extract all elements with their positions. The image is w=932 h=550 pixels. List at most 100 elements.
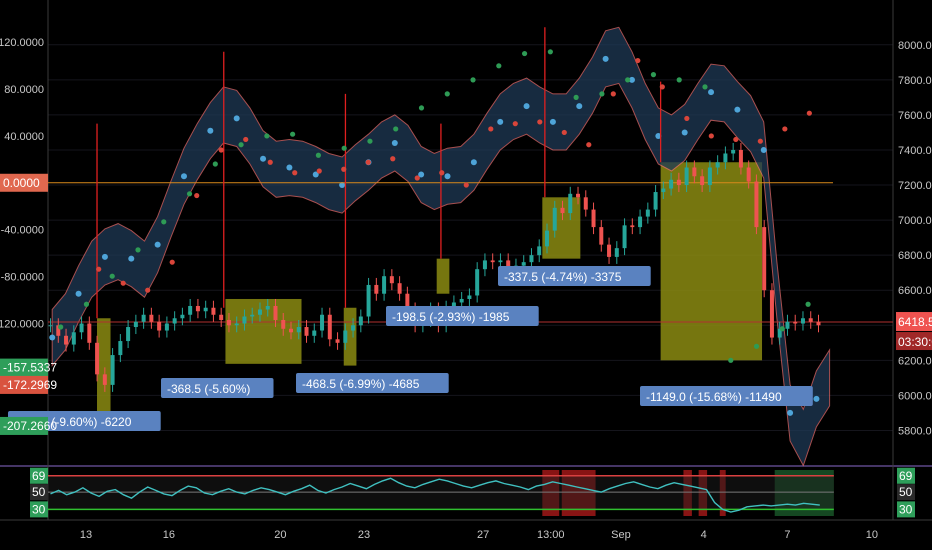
band-center-dot: [708, 89, 715, 96]
candle-body: [676, 179, 681, 186]
left-value-badge-text: -172.2969: [3, 378, 57, 392]
candle-body: [793, 321, 798, 324]
right-tick-label: 7400.0: [898, 145, 932, 157]
left-tick-label: 80.0000: [4, 84, 44, 96]
x-tick-label: 10: [866, 529, 878, 541]
candle-body: [769, 290, 774, 338]
band-center-dot: [154, 241, 161, 248]
candle-body: [692, 167, 697, 177]
psar-dot-green: [393, 126, 399, 132]
psar-dot-green: [599, 91, 605, 97]
band-center-dot: [681, 129, 688, 136]
candle-body: [110, 355, 115, 385]
psar-dot-green: [186, 191, 193, 197]
candle-body: [731, 149, 736, 154]
band-center-dot: [260, 155, 267, 162]
psar-dot-green: [521, 50, 528, 57]
candle-body: [289, 328, 294, 333]
candle-body: [723, 153, 728, 163]
right-tick-label: 6000.0: [898, 390, 932, 402]
band-center-dot: [391, 139, 398, 146]
band-center-dot: [549, 118, 556, 125]
candle-body: [79, 323, 84, 333]
candle-body: [188, 305, 193, 315]
osc-level-text-left: 30: [32, 502, 46, 516]
candle-body: [219, 314, 224, 321]
x-tick-label: Sep: [611, 529, 631, 541]
band-center-dot: [470, 159, 477, 166]
candle-body: [312, 330, 317, 336]
candle-body: [126, 327, 131, 342]
trade-label-bg: [498, 266, 651, 286]
candle-body: [622, 225, 627, 249]
right-tick-label: 7600.0: [898, 110, 932, 122]
band-center-dot: [523, 103, 530, 110]
psar-dot-red: [684, 115, 690, 122]
band-center-dot: [49, 334, 56, 341]
candle-body: [521, 262, 526, 266]
right-tick-label: 6200.0: [898, 355, 932, 367]
candle-body: [475, 269, 480, 296]
osc-level-text-right: 30: [899, 502, 913, 516]
candle-body: [669, 179, 674, 189]
psar-dot-green: [728, 357, 734, 363]
trade-label-bg: [640, 386, 813, 406]
candle-body: [645, 209, 650, 217]
price-badge-text: 6418.5: [898, 315, 932, 329]
candle-body: [64, 335, 69, 345]
psar-dot-red: [659, 84, 665, 90]
candle-body: [583, 197, 588, 210]
psar-dot-green: [58, 324, 64, 330]
osc-level-badge-right: [897, 484, 915, 501]
psar-dot-green: [238, 142, 244, 148]
candle-body: [785, 321, 790, 329]
psar-dot-red: [218, 147, 224, 153]
psar-dot-red: [439, 170, 445, 176]
candle-body: [607, 244, 612, 257]
candle-body: [552, 207, 557, 231]
candle-body: [87, 323, 92, 343]
psar-dot-green: [161, 219, 167, 225]
psar-dot-green: [444, 91, 450, 97]
psar-dot-green: [573, 94, 579, 100]
trade-box-4: [436, 258, 450, 294]
candle-body: [544, 230, 549, 247]
psar-dot-red: [708, 133, 714, 139]
psar-dot-red: [512, 121, 518, 127]
candle-body: [296, 327, 301, 333]
band-center-dot: [497, 118, 504, 125]
x-tick-label: 7: [784, 529, 790, 541]
candle-body: [343, 330, 348, 343]
trade-label-bg: [296, 373, 449, 393]
band-center-dot: [813, 395, 820, 402]
left-tick-label: 120.0000: [0, 37, 44, 49]
band-center-dot: [75, 290, 82, 297]
price-badge: [896, 312, 932, 332]
band-center-dot: [628, 76, 635, 83]
psar-dot-green: [367, 138, 373, 144]
candle-body: [800, 318, 805, 324]
candle-body: [700, 176, 705, 186]
candle-body: [808, 318, 813, 322]
left-value-badge: [0, 358, 48, 377]
psar-dot-red: [488, 126, 494, 132]
candle-body: [614, 248, 619, 257]
osc-level-text-left: 69: [32, 469, 46, 483]
band-center-dot: [602, 55, 609, 62]
psar-dot-red: [586, 142, 592, 148]
psar-dot-red: [561, 129, 567, 136]
band-center-dot: [576, 103, 583, 110]
candle-body: [172, 318, 177, 324]
band-center-dot: [734, 106, 741, 113]
psar-dot-red: [194, 192, 200, 199]
right-tick-label: 8000.0: [898, 40, 932, 52]
left-value-badge-text: -157.5337: [3, 361, 57, 375]
psar-dot-red: [610, 91, 616, 97]
psar-dot-green: [496, 63, 502, 69]
candle-body: [257, 309, 262, 315]
candle-body: [149, 314, 154, 322]
x-tick-label: 20: [274, 529, 286, 541]
psar-dot-red: [316, 168, 322, 174]
psar-dot-green: [341, 145, 347, 151]
